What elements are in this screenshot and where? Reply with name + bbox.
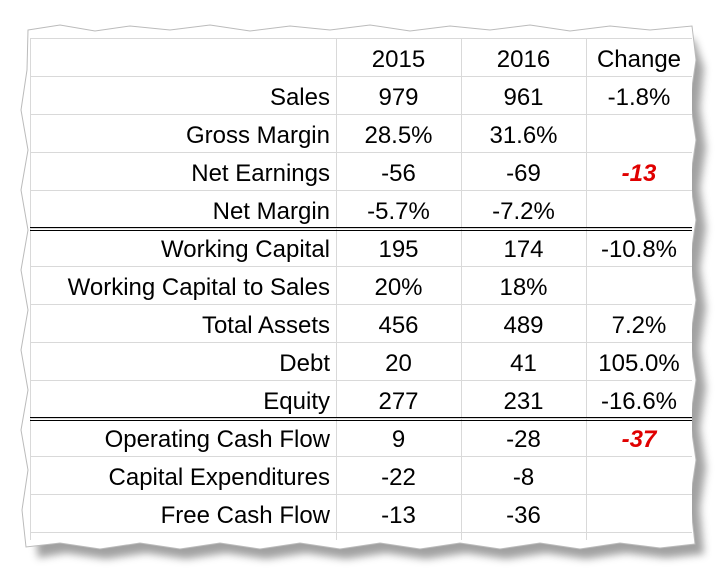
value-2015[interactable]: 277 [378, 388, 419, 415]
value-2016[interactable]: 174 [503, 236, 544, 263]
value-2015[interactable]: 456 [378, 312, 419, 339]
table-row: Operating Cash Flow 9 -28 -37 [30, 421, 692, 459]
column-divider [336, 38, 337, 540]
value-2015[interactable]: -5.7% [367, 198, 430, 225]
value-2015[interactable]: 20% [374, 274, 423, 301]
spreadsheet-area: 2015 2016 Change Sales 979 961 -1.8% Gro… [30, 38, 692, 540]
value-change[interactable] [586, 193, 692, 231]
row-label[interactable]: Capital Expenditures [108, 464, 330, 491]
value-2015[interactable]: 20 [385, 350, 412, 377]
table-row: Capital Expenditures -22 -8 [30, 459, 692, 497]
row-label[interactable]: Operating Cash Flow [104, 426, 330, 453]
row-label[interactable]: Sales [269, 84, 330, 111]
row-label[interactable]: Net Earnings [191, 160, 330, 187]
table-row: Gross Margin 28.5% 31.6% [30, 117, 692, 155]
value-change-highlight[interactable]: -13 [621, 160, 657, 187]
column-divider [461, 38, 462, 540]
row-label[interactable]: Working Capital [161, 236, 330, 263]
header-blank-cell[interactable] [30, 41, 336, 79]
table-row: Total Assets 456 489 7.2% [30, 307, 692, 345]
table-row: Working Capital 195 174 -10.8% [30, 231, 692, 269]
cell-gridlines [30, 38, 692, 540]
row-label[interactable]: Equity [263, 388, 330, 415]
value-2016[interactable]: 18% [499, 274, 548, 301]
row-label[interactable]: Free Cash Flow [160, 502, 330, 529]
value-2016[interactable]: 231 [503, 388, 544, 415]
value-change[interactable]: 7.2% [611, 312, 667, 339]
value-change[interactable]: -1.8% [607, 84, 671, 111]
double-border-separator [30, 227, 692, 231]
header-2015[interactable]: 2015 [371, 46, 426, 73]
value-2015[interactable]: -22 [381, 464, 416, 491]
double-border-separator [30, 417, 692, 421]
column-divider [586, 38, 587, 540]
row-label[interactable]: Debt [279, 350, 330, 377]
value-change[interactable]: -16.6% [600, 388, 678, 415]
value-change[interactable] [586, 269, 692, 307]
table-row: Equity 277 231 -16.6% [30, 383, 692, 421]
table-row: Free Cash Flow -13 -36 [30, 497, 692, 535]
header-2016[interactable]: 2016 [496, 46, 551, 73]
value-change[interactable] [586, 117, 692, 155]
value-2016[interactable]: 41 [510, 350, 537, 377]
table-row: Net Margin -5.7% -7.2% [30, 193, 692, 231]
table-header-row: 2015 2016 Change [30, 41, 692, 79]
row-label[interactable]: Net Margin [212, 198, 330, 225]
table-row: Net Earnings -56 -69 -13 [30, 155, 692, 193]
value-change[interactable]: 105.0% [598, 350, 680, 377]
value-2016[interactable]: 31.6% [489, 122, 558, 149]
value-2015[interactable]: 28.5% [364, 122, 433, 149]
value-2015[interactable]: 9 [391, 426, 406, 453]
value-2016[interactable]: -8 [512, 464, 535, 491]
value-2015[interactable]: -13 [381, 502, 416, 529]
value-change[interactable] [586, 459, 692, 497]
table-row: Sales 979 961 -1.8% [30, 79, 692, 117]
header-change[interactable]: Change [596, 46, 682, 73]
table-row: Debt 20 41 105.0% [30, 345, 692, 383]
row-label[interactable]: Working Capital to Sales [67, 274, 330, 301]
value-2015[interactable]: 195 [378, 236, 419, 263]
value-2016[interactable]: -28 [506, 426, 541, 453]
table-row: Working Capital to Sales 20% 18% [30, 269, 692, 307]
financial-summary-table: 2015 2016 Change Sales 979 961 -1.8% Gro… [30, 41, 692, 535]
value-change-highlight[interactable]: -37 [621, 426, 657, 453]
row-label[interactable]: Gross Margin [185, 122, 330, 149]
value-2016[interactable]: 489 [503, 312, 544, 339]
value-2016[interactable]: -69 [506, 160, 541, 187]
value-2016[interactable]: -36 [506, 502, 541, 529]
value-change[interactable] [586, 497, 692, 535]
value-2015[interactable]: -56 [381, 160, 416, 187]
value-change[interactable]: -10.8% [600, 236, 678, 263]
value-2016[interactable]: -7.2% [492, 198, 555, 225]
value-2016[interactable]: 961 [503, 84, 544, 111]
value-2015[interactable]: 979 [378, 84, 419, 111]
row-label[interactable]: Total Assets [201, 312, 330, 339]
